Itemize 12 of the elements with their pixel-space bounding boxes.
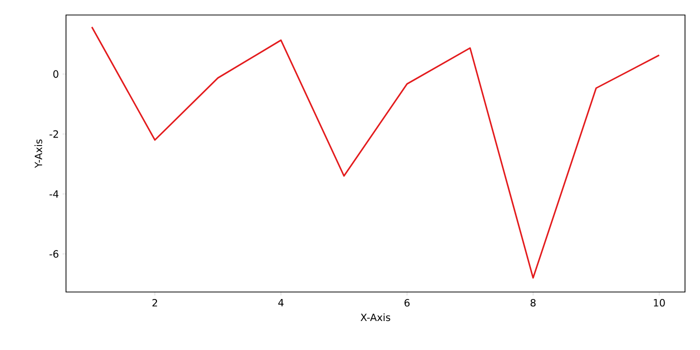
y-tick-label: -4 — [50, 190, 58, 198]
line-series — [91, 26, 660, 279]
y-tick-label: 0 — [53, 70, 58, 78]
x-tick-label: 6 — [404, 299, 410, 307]
x-tick-label: 10 — [654, 299, 665, 307]
y-tick-label: -6 — [50, 250, 58, 258]
x-tick-label: 2 — [152, 299, 158, 306]
x-tick-label: 8 — [530, 299, 536, 307]
y-axis-title: Y-Axis — [34, 140, 42, 168]
y-tick-label: -2 — [50, 130, 58, 138]
x-axis-title: X-Axis — [360, 313, 390, 322]
x-tick-label: 4 — [278, 299, 284, 306]
